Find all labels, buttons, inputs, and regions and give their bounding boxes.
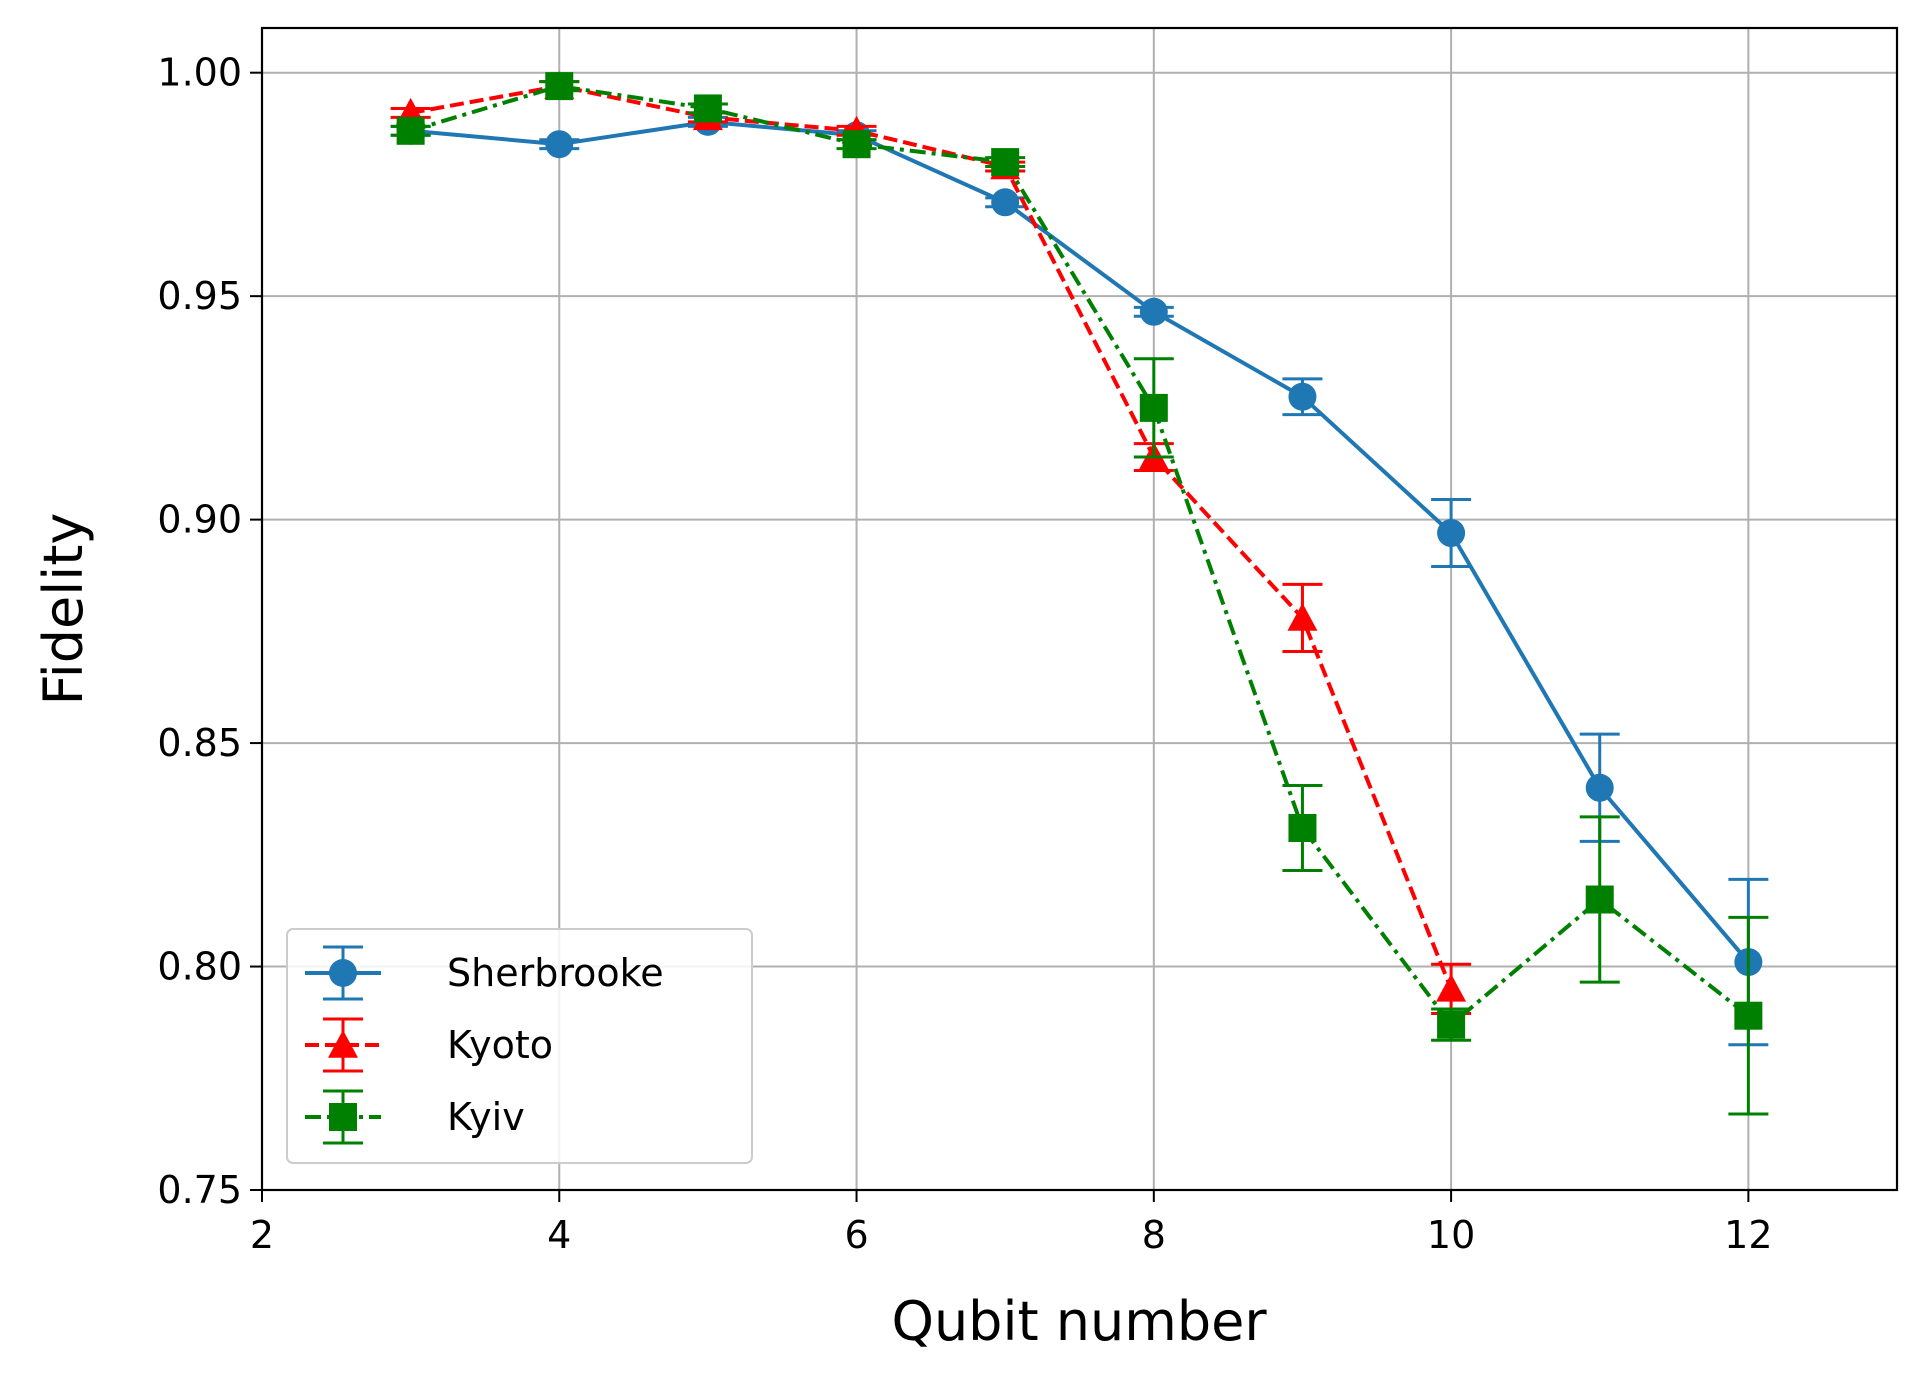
y-tick-label: 0.90	[157, 498, 242, 542]
data-point-kyoto	[1436, 973, 1467, 1002]
data-point-kyiv	[1139, 393, 1168, 422]
y-tick-label: 1.00	[157, 51, 242, 95]
data-point-kyiv	[693, 94, 722, 123]
legend-label-kyoto: Kyoto	[447, 1023, 553, 1067]
y-tick-label: 0.80	[157, 945, 242, 989]
data-point-kyoto	[1287, 602, 1318, 631]
x-axis-title: Qubit number	[891, 1290, 1267, 1353]
x-tick-label: 10	[1427, 1213, 1475, 1257]
series-kyoto	[390, 71, 1472, 1015]
legend: Sherbrooke Kyoto Kyiv	[286, 928, 753, 1164]
plot-area-frame	[260, 26, 1899, 1192]
data-point-sherbrooke	[1139, 297, 1168, 326]
data-point-kyiv	[1585, 885, 1614, 914]
data-point-kyiv	[1288, 813, 1317, 842]
data-point-kyiv	[545, 72, 574, 101]
series-layer	[390, 71, 1769, 1116]
x-tick-label: 2	[250, 1213, 274, 1257]
series-kyiv	[390, 72, 1769, 1116]
legend-marker-kyiv	[329, 1103, 357, 1131]
series-sherbrooke	[390, 107, 1769, 1047]
legend-box	[286, 928, 753, 1164]
legend-label-kyiv: Kyiv	[447, 1095, 525, 1139]
data-point-sherbrooke	[1437, 519, 1466, 548]
data-point-sherbrooke	[991, 188, 1020, 217]
x-tick-label: 4	[547, 1213, 571, 1257]
legend-marker-kyoto	[328, 1030, 358, 1058]
legend-item-sherbrooke: Sherbrooke	[305, 945, 664, 1001]
series-line-kyiv	[410, 84, 1750, 1027]
series-line-kyoto	[410, 84, 1453, 990]
x-tick-label: 8	[1142, 1213, 1166, 1257]
data-point-sherbrooke	[1585, 773, 1614, 802]
data-point-kyiv	[1734, 1001, 1763, 1030]
legend-marker-sherbrooke	[329, 959, 357, 987]
x-tick-label: 12	[1724, 1213, 1772, 1257]
y-tick-label: 0.85	[157, 721, 242, 765]
data-point-kyiv	[991, 148, 1020, 177]
data-point-sherbrooke	[545, 130, 574, 159]
legend-item-kyoto: Kyoto	[305, 1017, 553, 1073]
data-point-sherbrooke	[1288, 382, 1317, 411]
y-tick-label: 0.75	[157, 1168, 242, 1212]
legend-label-sherbrooke: Sherbrooke	[447, 951, 664, 995]
y-tick-label: 0.95	[157, 274, 242, 318]
data-point-kyiv	[396, 116, 425, 145]
x-tick-label: 6	[844, 1213, 868, 1257]
series-line-sherbrooke	[410, 119, 1750, 964]
y-axis-title: Fidelity	[32, 513, 95, 706]
legend-item-kyiv: Kyiv	[305, 1089, 525, 1145]
data-point-kyiv	[1437, 1010, 1466, 1039]
axis-ticks: 2 4 6 8 10 12 0.75 0.80 0.85 0.90 0.95 1.00	[157, 51, 1772, 1257]
data-point-kyiv	[842, 130, 871, 159]
